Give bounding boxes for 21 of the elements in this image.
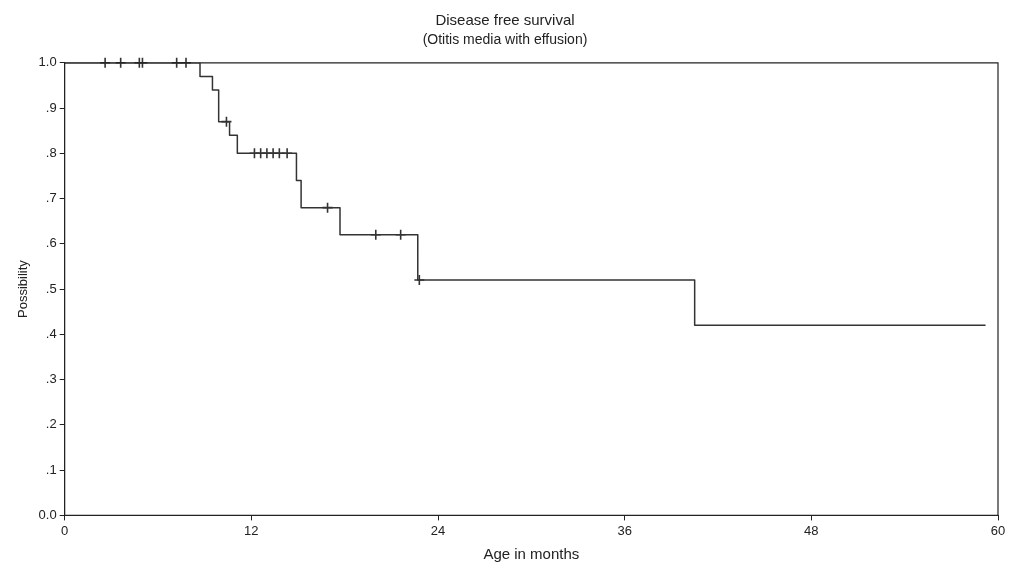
- x-tick-label: 60: [990, 522, 1006, 538]
- x-tick-label: 36: [617, 522, 632, 538]
- x-axis-title: Age in months: [483, 545, 580, 563]
- y-tick-label: .9: [45, 99, 57, 115]
- y-tick-label: .7: [45, 190, 57, 206]
- x-tick-label: 0: [61, 522, 69, 538]
- y-tick-label: .8: [45, 144, 57, 160]
- y-tick-label: .6: [45, 235, 57, 251]
- y-tick-label: .1: [45, 461, 57, 477]
- y-tick-label: .2: [45, 416, 57, 432]
- y-tick-label: .4: [45, 325, 57, 341]
- y-tick-label: 1.0: [38, 54, 57, 70]
- y-tick-label: .3: [45, 371, 57, 387]
- chart-title: Disease free survival: [435, 11, 575, 29]
- x-tick-label: 12: [244, 522, 259, 538]
- y-tick-label: .5: [45, 280, 57, 296]
- x-tick-label: 24: [430, 522, 446, 538]
- x-tick-label: 48: [804, 522, 819, 538]
- chart-subtitle: (Otitis media with effusion): [422, 31, 588, 48]
- y-axis-title: Possibility: [15, 259, 31, 318]
- y-tick-label: 0.0: [38, 506, 57, 522]
